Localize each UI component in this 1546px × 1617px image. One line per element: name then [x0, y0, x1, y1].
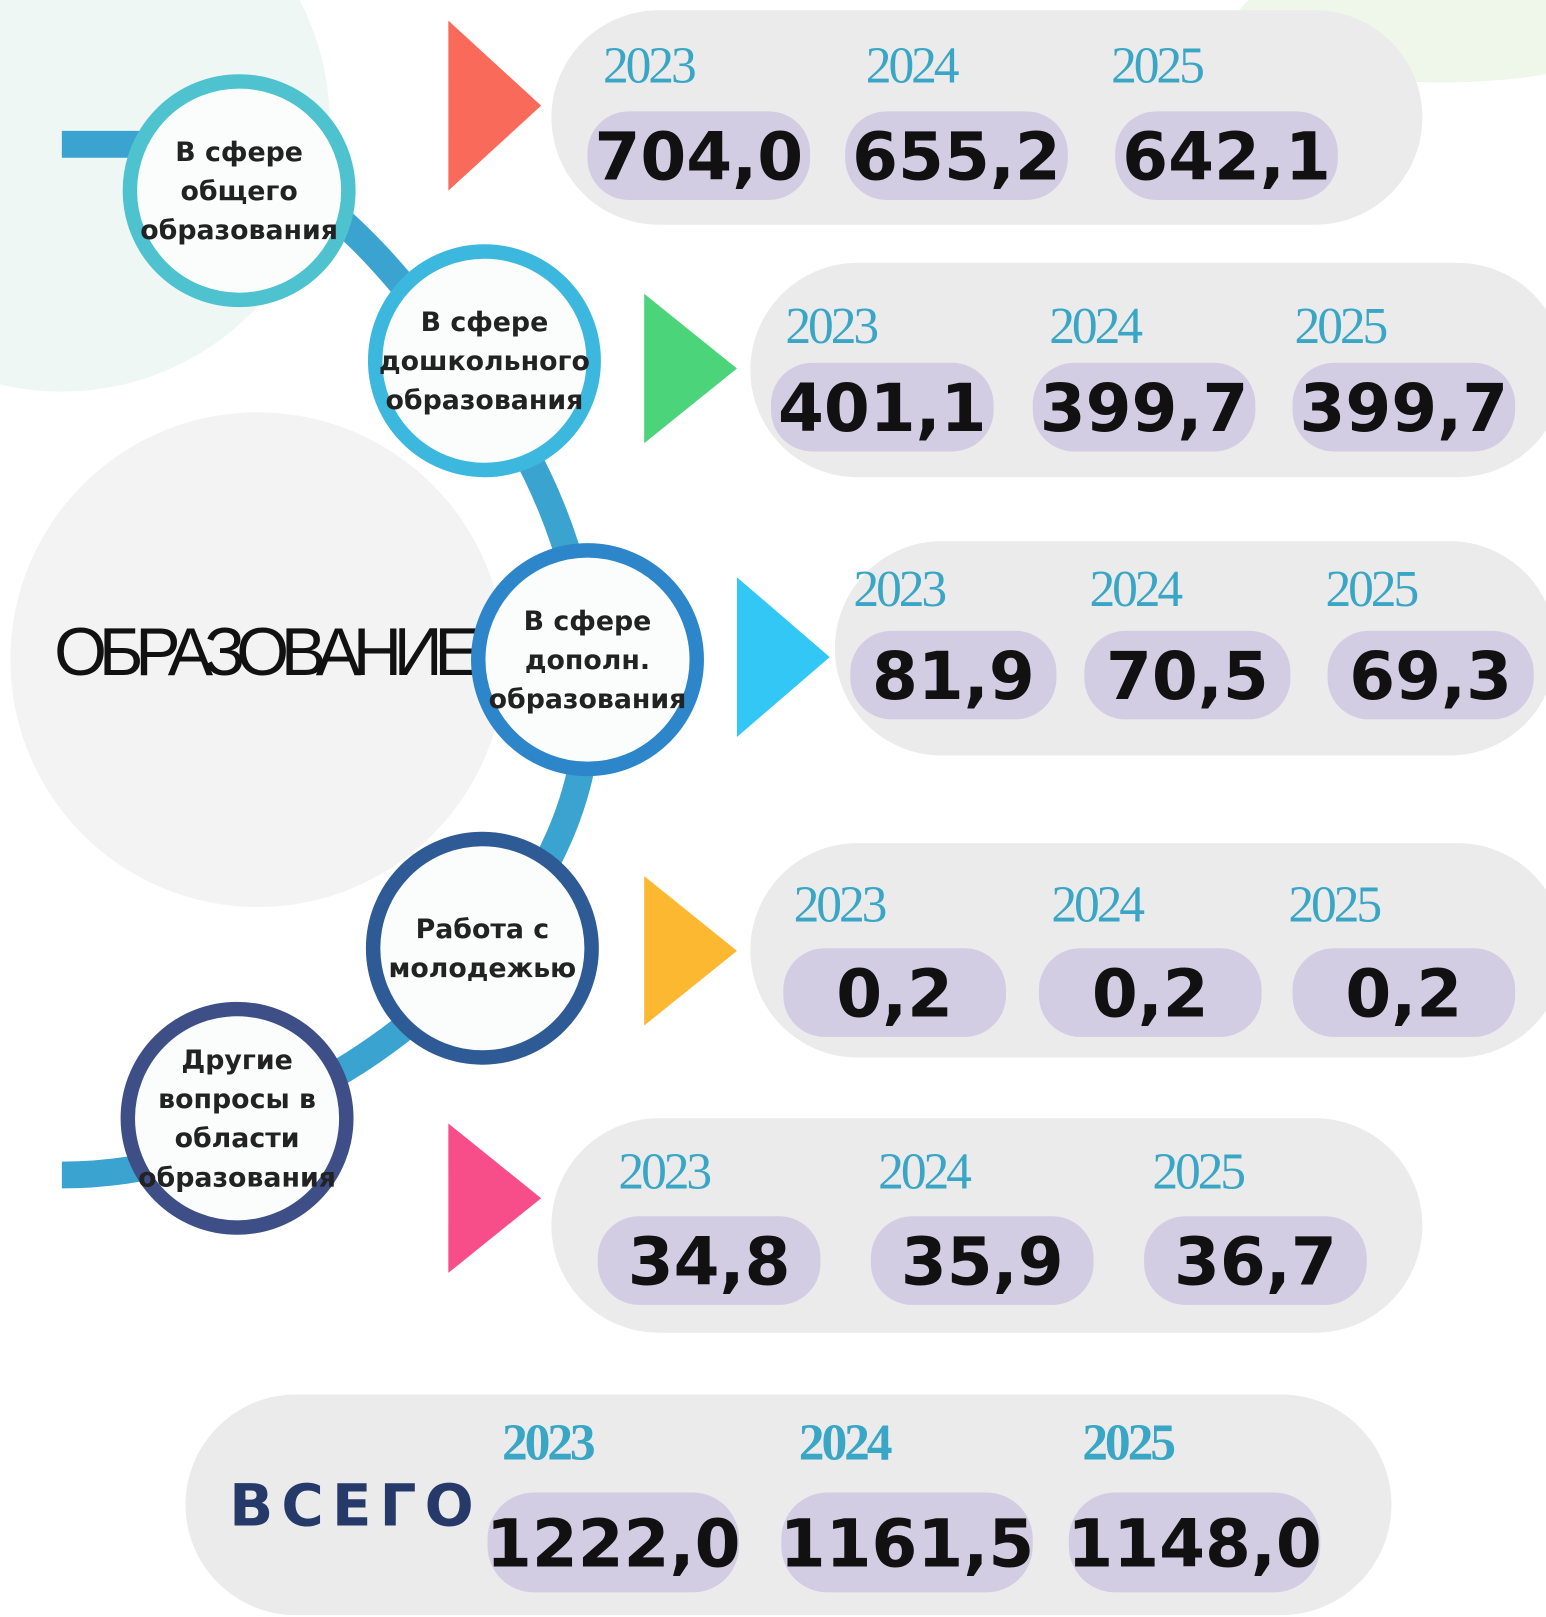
- value-pill: [1144, 1216, 1367, 1305]
- year: 2024: [1049, 298, 1142, 355]
- value-pill: [770, 362, 994, 452]
- year: 2024: [1089, 561, 1182, 618]
- value: 35,9: [901, 1223, 1064, 1300]
- year: 2023: [785, 298, 877, 355]
- section-label: образования: [386, 385, 584, 416]
- value-pill: [1068, 1492, 1321, 1593]
- icon-cloud: [10, 412, 506, 908]
- year: 2024: [866, 37, 959, 94]
- value-pill: [1038, 948, 1262, 1037]
- section-circle: [122, 74, 356, 308]
- section-label: образования: [138, 1162, 336, 1193]
- value: 0,2: [836, 955, 953, 1032]
- section-label: общего: [180, 176, 297, 207]
- value: 81,9: [872, 638, 1035, 715]
- value-pill: [781, 1492, 1033, 1593]
- value-pill: [597, 1216, 821, 1305]
- value: 642,1: [1122, 118, 1331, 195]
- section-label: вопросы в: [158, 1084, 316, 1115]
- value: 401,1: [778, 370, 987, 447]
- year: 2025: [1111, 37, 1203, 94]
- value: 0,2: [1092, 955, 1209, 1032]
- year: 2025: [1325, 561, 1417, 618]
- value: 655,2: [852, 118, 1061, 195]
- section-label: дополн.: [525, 645, 650, 676]
- year: 2023: [853, 561, 945, 618]
- value: 0,2: [1345, 955, 1462, 1032]
- section-label: области: [175, 1123, 300, 1154]
- year: 2025: [1082, 1414, 1174, 1471]
- value-pill: [487, 1492, 740, 1593]
- value-pill: [850, 630, 1057, 720]
- section-label: образования: [140, 215, 338, 246]
- section-circle: [367, 244, 601, 478]
- year: 2024: [878, 1143, 971, 1200]
- value-pill: [1032, 362, 1256, 452]
- value-pill: [1115, 111, 1338, 200]
- value-pill: [1292, 362, 1516, 452]
- arrow: [644, 293, 737, 444]
- total-label: ВСЕГО: [229, 1471, 482, 1539]
- year: 2023: [502, 1414, 594, 1471]
- year: 2025: [1288, 876, 1380, 933]
- value: 69,3: [1349, 638, 1512, 715]
- arrow: [644, 876, 737, 1026]
- section-label: дошкольного: [379, 346, 590, 377]
- arrow: [448, 20, 542, 191]
- value: 34,8: [628, 1223, 791, 1300]
- arrow: [736, 577, 830, 737]
- section-label: образования: [489, 684, 687, 715]
- section-circle: [471, 543, 704, 777]
- year: 2024: [799, 1414, 892, 1471]
- section-label: В сфере: [175, 137, 303, 168]
- value: 399,7: [1040, 370, 1249, 447]
- section-circle: [365, 831, 599, 1065]
- value: 1222,0: [486, 1506, 741, 1583]
- value-pill: [1327, 630, 1534, 720]
- value: 704,0: [595, 118, 804, 195]
- value: 1148,0: [1067, 1506, 1322, 1583]
- value-pill: [870, 1216, 1094, 1305]
- section-label: Работа с: [416, 914, 550, 945]
- value-pill: [783, 948, 1006, 1037]
- section-label: В сфере: [524, 606, 652, 637]
- year: 2024: [1051, 876, 1144, 933]
- section-circle: [120, 1001, 354, 1235]
- value-pill: [1292, 948, 1516, 1037]
- arrow: [448, 1123, 542, 1273]
- section-label: молодежью: [389, 953, 577, 984]
- title: ОБРАЗОВАНИЕ: [54, 614, 477, 690]
- value: 70,5: [1106, 638, 1269, 715]
- value-pill: [845, 111, 1068, 200]
- value-pill: [1084, 630, 1291, 720]
- value: 36,7: [1174, 1223, 1337, 1300]
- section-label: В сфере: [421, 307, 549, 338]
- year: 2025: [1295, 298, 1387, 355]
- year: 2023: [794, 876, 886, 933]
- value: 399,7: [1300, 370, 1509, 447]
- year: 2025: [1152, 1143, 1244, 1200]
- section-label: Другие: [181, 1045, 292, 1076]
- year: 2023: [603, 37, 695, 94]
- value-pill: [587, 111, 811, 200]
- value: 1161,5: [780, 1506, 1035, 1583]
- year: 2023: [618, 1143, 710, 1200]
